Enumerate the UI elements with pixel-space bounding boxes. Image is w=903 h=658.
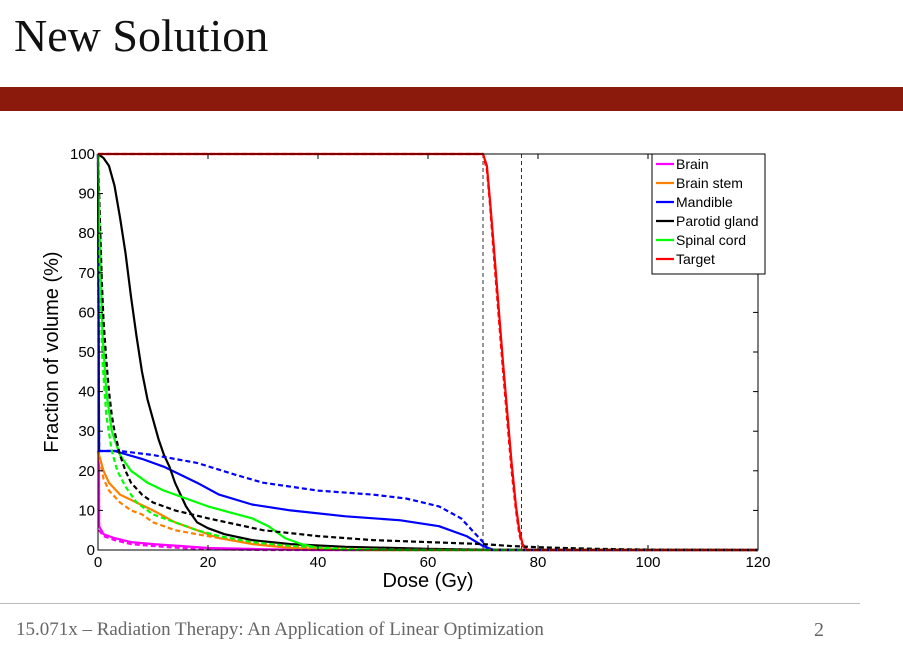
x-tick-label: 40 <box>310 554 327 571</box>
footer-text: 15.071x – Radiation Therapy: An Applicat… <box>16 619 544 640</box>
y-tick-label: 80 <box>78 225 95 242</box>
legend-label-parotid-gland: Parotid gland <box>676 213 759 229</box>
series-spinal-cord-line <box>96 153 758 552</box>
series-dashed-7-line <box>96 450 758 552</box>
series-dashed-8-line <box>96 153 758 552</box>
y-tick-label: 60 <box>78 304 95 321</box>
y-tick-label: 100 <box>70 146 95 163</box>
x-tick-label: 100 <box>635 554 660 571</box>
y-tick-label: 10 <box>78 502 95 519</box>
legend-label-brain: Brain <box>676 156 709 172</box>
series-parotid-gland-line <box>97 153 759 552</box>
reference-lines <box>482 154 522 550</box>
legend-label-brain-stem: Brain stem <box>676 175 743 191</box>
y-tick-label: 20 <box>78 463 95 480</box>
y-tick-label: 50 <box>78 344 95 361</box>
page-number: 2 <box>814 619 824 641</box>
footer-divider <box>0 603 860 604</box>
ticks-layer: 0 20 40 60 80 100 120 0 10 20 30 40 50 60 70 80 90 100 <box>70 146 771 571</box>
series-dashed-10-line <box>96 153 758 552</box>
y-tick-label: 0 <box>87 542 95 559</box>
x-tick-label: 20 <box>200 554 217 571</box>
series-brain-stem-line <box>96 450 758 552</box>
x-tick-label: 0 <box>94 554 102 571</box>
legend-box <box>651 153 766 275</box>
series-dashed-11-line <box>98 152 758 552</box>
series-mandible-line <box>96 153 758 552</box>
series-dashed-9-line <box>96 153 759 552</box>
y-axis-label: Fraction of volume (%) <box>41 251 63 452</box>
x-tick-label: 60 <box>420 554 437 571</box>
y-tick-label: 30 <box>78 423 95 440</box>
legend: Brain Brain stem Mandible Parotid gland Spin… <box>651 153 766 275</box>
dose-volume-chart: 0 20 40 60 80 100 120 0 10 20 30 40 50 60 70 80 90 100 Do… <box>41 146 771 592</box>
x-tick-label: 80 <box>530 554 547 571</box>
slide-title: New Solution <box>14 10 269 61</box>
y-tick-label: 70 <box>78 265 95 282</box>
plot-area <box>98 154 758 550</box>
legend-label-mandible: Mandible <box>676 194 733 210</box>
y-tick-label: 90 <box>78 186 95 203</box>
y-tick-label: 40 <box>78 384 95 401</box>
x-tick-label: 120 <box>745 554 770 571</box>
legend-label-spinal-cord: Spinal cord <box>676 232 746 248</box>
legend-label-target: Target <box>676 251 715 267</box>
x-axis-label: Dose (Gy) <box>382 570 473 592</box>
title-accent-bar <box>0 87 903 111</box>
